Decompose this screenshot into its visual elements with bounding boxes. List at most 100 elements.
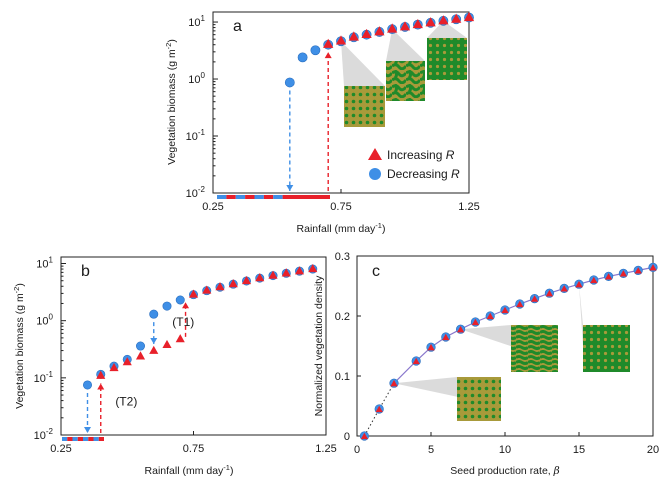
panel-a-y-axis-label: Vegetation biomass (g m-2) (164, 39, 178, 165)
panel-b-x-axis-label: Rainfall (mm day-1) (145, 463, 234, 477)
panel-c-point-triangle (590, 276, 598, 284)
panel-b-rainfall-bar-segment (98, 437, 104, 441)
panel-c-point-triangle (501, 306, 509, 314)
panel-b-rainfall-bar-segment (77, 437, 83, 441)
panel-c-point-triangle (560, 285, 568, 292)
panel-c-points (359, 262, 658, 441)
panel-b-rainfall-bar-segment (62, 437, 68, 441)
panel-a-point-increasing (451, 13, 462, 23)
panel-a-point-decreasing (310, 45, 321, 56)
panel-c-inset-callout (394, 377, 457, 397)
panel-c-point-triangle (486, 312, 494, 320)
panel-c-x-tick-label: 0 (354, 444, 360, 456)
panel-c-y-tick-label: 0 (344, 431, 350, 443)
panel-b-y-ticks: 10-2 10-1 100 101 (34, 256, 66, 442)
panel-c-point-triangle (390, 379, 398, 387)
panel-b-transition-arrow-head (97, 383, 105, 390)
panel-b-point-increasing (175, 334, 185, 343)
panel-b-letter: b (81, 263, 90, 280)
panel-b-point-decreasing (136, 341, 146, 351)
panel-c-point-triangle (619, 270, 628, 277)
panel-c-point-triangle (575, 280, 583, 288)
panel-b-rainfall-bar (62, 437, 117, 441)
panel-a-transition-arrow-head (324, 52, 332, 59)
legend-label-decreasing: Decreasing (387, 167, 448, 181)
panel-c-x-tick-label: 20 (647, 444, 659, 456)
panel-b-point-increasing (122, 357, 132, 366)
panel-a-point-increasing (348, 31, 359, 41)
panel-c-point-triangle (456, 325, 465, 333)
panel-c-inset-spots-pattern (457, 377, 501, 421)
panel-c-letter: c (372, 263, 380, 280)
panel-c-point-triangle (634, 267, 642, 274)
panel-a-point-increasing (361, 28, 372, 39)
panel-a-point-increasing (335, 35, 347, 45)
panel-a-inset-callout (341, 41, 385, 86)
panel-c-x-tick-label: 15 (573, 444, 585, 456)
panel-c-x-tick-label: 5 (428, 444, 434, 456)
panel-a-rainfall-bar-segment (263, 195, 274, 199)
panel-a-inset-callout (386, 29, 425, 61)
panel-b: b 0.25 0.75 1.25 10-2 10-1 100 101 Rainfall (… (12, 256, 337, 477)
panel-a-transition-arrow-head (286, 185, 294, 191)
panel-a-y-tick-label: 10-1 (186, 128, 206, 143)
panel-b-rainfall-bar-segment (88, 437, 94, 441)
panel-b-point-increasing (202, 285, 212, 294)
panel-b-point-increasing (135, 351, 146, 360)
panel-b-x-tick-label: 0.25 (50, 443, 71, 455)
panel-c-point-triangle (442, 333, 450, 341)
panel-a-point-decreasing (284, 77, 295, 88)
panel-b-rainfall-bar-segment (72, 437, 78, 441)
panel-b-y-tick-label: 10-1 (34, 370, 54, 385)
panel-c-inset-callout (579, 284, 583, 347)
panel-a-x-axis-label: Rainfall (mm day-1) (297, 221, 386, 235)
panel-b-rainfall-bar-segment (104, 437, 117, 441)
panel-b-point-increasing (241, 275, 252, 285)
panel-b-annotations: (T1) (T2) (115, 315, 194, 408)
panel-a-y-ticks: 10-2 10-1 100 101 (186, 14, 218, 200)
panel-a-x-tick-label: 0.25 (202, 201, 223, 213)
panel-a: a 0.25 0.75 1.25 10-2 10-1 100 101 Rainfall (… (164, 11, 480, 235)
panel-b-transition-arrow-head (150, 338, 158, 345)
panel-c-x-tick-label: 10 (499, 444, 511, 456)
panel-a-rainfall-bar-segment (292, 195, 330, 199)
panel-a-x-tick-label: 0.75 (330, 201, 351, 213)
panel-a-point-increasing (412, 18, 423, 29)
panel-c-point-triangle (471, 318, 480, 326)
panel-b-rainfall-bar-segment (93, 437, 99, 441)
panel-b-rainfall-bar-segment (83, 437, 89, 441)
panel-a-rainfall-bar-segment (273, 195, 283, 199)
panel-a-rainfall-bar-segment (217, 195, 227, 199)
panel-b-point-increasing (281, 268, 291, 277)
panel-b-point-increasing (308, 263, 318, 273)
panel-a-inset-labyrinth-pattern (386, 61, 425, 101)
panel-c-inset-stripes-pattern (511, 325, 558, 372)
panel-a-rainfall-bar-segment (282, 195, 292, 199)
panel-b-point-increasing (268, 270, 278, 279)
panel-b-point-decreasing (162, 301, 172, 311)
legend-entry-decreasing: Decreasing R (369, 167, 460, 181)
panel-a-rainfall-bar (217, 195, 330, 199)
panel-b-y-tick-label: 10-2 (34, 427, 54, 442)
panel-a-point-decreasing (297, 52, 308, 63)
panel-c-y-tick-label: 0.2 (335, 311, 350, 323)
panel-a-legend: Increasing R Decreasing R (368, 148, 460, 181)
legend-marker-decreasing (369, 168, 381, 180)
panel-b-points (83, 263, 318, 390)
panel-b-point-decreasing (83, 380, 93, 390)
panel-a-point-increasing (387, 23, 398, 33)
panel-b-y-axis-label: Vegetation biomass (g m-2) (12, 283, 26, 409)
panel-a-inset-spots-pattern (344, 86, 385, 127)
panel-a-point-increasing (425, 17, 436, 27)
panel-a-point-increasing (438, 15, 449, 25)
panel-b-transitions (84, 302, 190, 433)
panel-c-point-triangle (530, 295, 539, 302)
panel-a-points (284, 11, 475, 88)
legend-entry-increasing: Increasing R (368, 148, 455, 162)
panel-a-point-increasing (399, 21, 411, 31)
legend-marker-increasing (368, 148, 382, 160)
panel-c-y-tick-label: 0.3 (335, 251, 350, 263)
panel-c-point-triangle (412, 357, 420, 365)
panel-b-transition-arrow-head (84, 427, 91, 433)
